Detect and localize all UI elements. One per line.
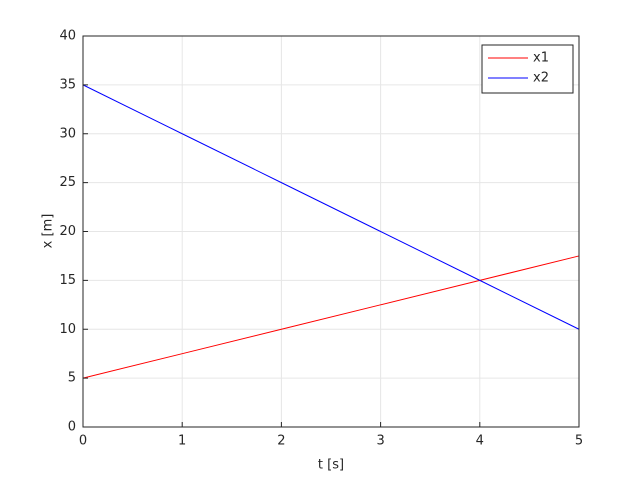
y-axis-label: x [m] [41, 214, 56, 249]
x-tick-label: 2 [277, 434, 285, 449]
y-tick-label: 35 [59, 77, 76, 92]
y-tick-label: 5 [68, 371, 76, 386]
y-tick-label: 0 [68, 420, 76, 435]
legend-box [481, 44, 574, 94]
x-tick-label: 4 [476, 434, 484, 449]
y-tick-label: 20 [59, 224, 76, 239]
x-tick-label: 1 [178, 434, 186, 449]
x-axis-label: t [s] [318, 458, 344, 473]
legend-label: x2 [533, 71, 549, 86]
x-tick-label: 5 [575, 434, 583, 449]
y-tick-label: 25 [59, 175, 76, 190]
y-tick-label: 10 [59, 322, 76, 337]
y-tick-label: 15 [59, 273, 76, 288]
data-line [82, 255, 580, 379]
y-tick-label: 30 [59, 126, 76, 141]
legend-label: x1 [533, 51, 549, 66]
x-tick-label: 3 [376, 434, 384, 449]
data-line [82, 84, 580, 330]
x-tick-label: 0 [79, 434, 87, 449]
line-layer [82, 84, 580, 379]
y-tick-label: 40 [59, 29, 76, 44]
